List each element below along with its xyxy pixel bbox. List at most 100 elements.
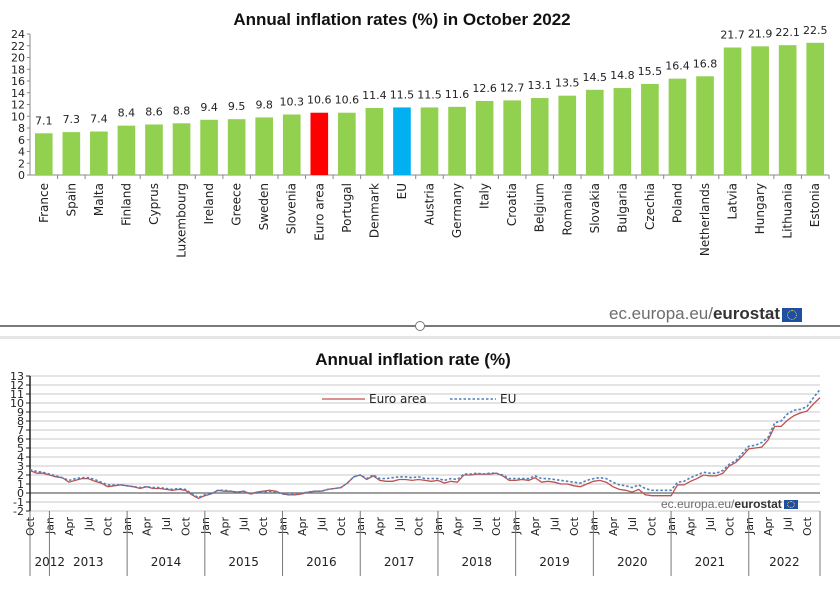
month-tick-label: Apr [296, 517, 309, 537]
data-label: 10.6 [335, 94, 360, 107]
year-label: 2016 [306, 555, 337, 569]
category-label: Romania [560, 183, 574, 235]
year-label: 2012 [34, 555, 65, 569]
data-label: 8.8 [173, 104, 191, 117]
y-tick-label: 18 [11, 63, 25, 76]
bar-france [34, 133, 53, 175]
month-tick-label: Jul [549, 517, 562, 531]
month-tick-label: Jul [315, 517, 328, 531]
data-label: 7.1 [35, 114, 53, 127]
year-label: 2017 [384, 555, 415, 569]
y-tick-label: 14 [11, 87, 25, 100]
month-tick-label: Apr [684, 517, 697, 537]
category-label: Finland [119, 183, 133, 226]
month-tick-label: Apr [141, 517, 154, 537]
category-label: Latvia [726, 183, 740, 220]
category-label: Estonia [808, 183, 822, 227]
y-tick-label: 0 [17, 487, 24, 500]
y-tick-label: 12 [10, 379, 24, 392]
category-label: Czechia [643, 183, 657, 230]
bar-bulgaria [613, 88, 632, 175]
bar-denmark [365, 108, 384, 175]
divider-handle[interactable] [415, 321, 425, 331]
y-tick-label: 8 [18, 122, 25, 135]
legend-label: Euro area [369, 392, 427, 406]
category-label: Italy [478, 183, 492, 209]
data-label: 11.5 [390, 88, 415, 101]
category-label: Poland [670, 183, 684, 223]
bar-sweden [255, 117, 274, 175]
bar-malta [90, 131, 108, 175]
category-label: Spain [64, 183, 78, 217]
y-tick-label: 12 [11, 99, 25, 112]
y-tick-label: 3 [17, 460, 24, 473]
category-label: EU [395, 183, 409, 199]
month-tick-label: Jul [471, 517, 484, 531]
year-label: 2019 [539, 555, 570, 569]
month-tick-label: Oct [568, 516, 581, 536]
y-tick-label: 16 [11, 75, 25, 88]
data-label: 14.5 [583, 71, 608, 84]
data-label: 8.4 [118, 107, 136, 120]
data-label: 11.5 [417, 88, 442, 101]
bar-italy [475, 100, 494, 175]
eu-flag-icon [782, 307, 803, 322]
y-tick-label: 5 [17, 442, 24, 455]
line-chart: Annual inflation rate (%)-2-101234567891… [10, 350, 821, 576]
data-label: 12.6 [472, 82, 497, 95]
category-label: Cyprus [147, 183, 161, 225]
category-label: Belgium [533, 183, 547, 232]
y-tick-label: 20 [11, 52, 25, 65]
bar-netherlands [696, 76, 714, 175]
category-label: Bulgaria [615, 183, 629, 233]
year-label: 2020 [617, 555, 648, 569]
series-line-euro-area [29, 397, 821, 500]
eurostat-logo-top: ec.europa.eu/eurostat [609, 304, 803, 324]
month-tick-label: Oct [723, 516, 736, 536]
data-label: 13.5 [555, 77, 580, 90]
y-tick-label: 11 [10, 388, 24, 401]
category-label: Luxembourg [175, 183, 189, 258]
bar-greece [227, 119, 246, 175]
y-tick-label: 8 [17, 415, 24, 428]
data-label: 14.8 [610, 69, 635, 82]
y-tick-label: -1 [13, 496, 24, 509]
bar-portugal [338, 112, 356, 175]
data-label: 16.4 [665, 60, 690, 73]
month-tick-label: Jul [704, 517, 717, 531]
chart-title: Annual inflation rates (%) in October 20… [233, 10, 570, 29]
bar-finland [117, 125, 136, 175]
category-label: Netherlands [698, 183, 712, 256]
data-label: 9.5 [228, 100, 246, 113]
y-tick-label: -2 [13, 505, 24, 518]
category-label: Slovakia [588, 183, 602, 233]
bar-chart: Annual inflation rates (%) in October 20… [11, 10, 830, 258]
logo-domain: ec.europa.eu/ [661, 497, 735, 511]
data-label: 21.9 [748, 27, 773, 40]
bar-spain [62, 132, 81, 175]
data-label: 11.6 [445, 88, 470, 101]
divider-band [0, 336, 840, 339]
bar-germany [448, 106, 466, 175]
year-label: 2013 [73, 555, 104, 569]
logo-domain: ec.europa.eu/ [609, 304, 713, 323]
month-tick-label: Apr [529, 517, 542, 537]
y-tick-label: 10 [10, 397, 24, 410]
category-label: Hungary [753, 183, 767, 234]
data-label: 7.4 [90, 113, 108, 126]
bar-estonia [806, 42, 825, 175]
month-tick-label: Jul [626, 517, 639, 531]
bar-belgium [530, 98, 549, 175]
bar-cyprus [145, 124, 163, 175]
month-tick-label: Apr [762, 517, 775, 537]
category-label: Ireland [202, 183, 216, 225]
month-tick-label: Oct [257, 516, 270, 536]
month-tick-label: Apr [607, 517, 620, 537]
y-tick-label: 0 [18, 169, 25, 182]
y-tick-label: 4 [17, 451, 24, 464]
month-tick-label: Jul [160, 517, 173, 531]
month-tick-label: Oct [801, 516, 814, 536]
chart-title: Annual inflation rate (%) [315, 350, 511, 369]
bar-poland [668, 78, 687, 175]
data-label: 8.6 [145, 105, 163, 118]
